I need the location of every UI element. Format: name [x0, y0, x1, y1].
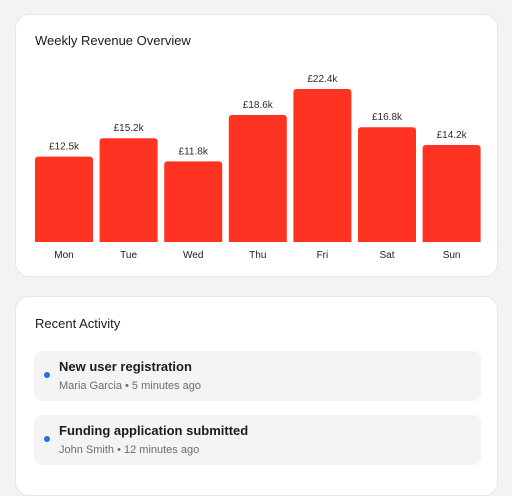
x-tick-label-sun: Sun: [443, 250, 461, 261]
activity-title: Funding application submitted: [59, 423, 249, 438]
bar-sat[interactable]: [358, 127, 416, 246]
activity-item-new-user-registration[interactable]: New user registration Maria Garcia • 5 m…: [34, 351, 481, 401]
bar-sun[interactable]: [422, 145, 481, 246]
bar-value-label-tue: £15.2k: [114, 123, 145, 134]
activity-meta: Maria Garcia • 5 minutes ago: [59, 380, 202, 392]
x-tick-label-tue: Tue: [120, 250, 137, 261]
x-tick-label-thu: Thu: [249, 250, 266, 261]
x-tick-label-sat: Sat: [379, 250, 394, 261]
bar-base-mask: [164, 242, 223, 248]
recent-activity-title: Recent Activity: [35, 316, 121, 331]
activity-item-funding-application[interactable]: Funding application submitted John Smith…: [34, 415, 481, 465]
bar-value-label-fri: £22.4k: [307, 74, 338, 85]
bar-base-mask: [99, 242, 158, 248]
activity-title: New user registration: [59, 359, 192, 374]
weekly-revenue-title: Weekly Revenue Overview: [35, 33, 191, 48]
bar-base-mask: [358, 242, 416, 248]
recent-activity-card: Recent Activity New user registration Ma…: [15, 296, 498, 496]
bar-value-label-thu: £18.6k: [243, 100, 274, 111]
bar-mon[interactable]: [35, 156, 93, 246]
bar-value-label-mon: £12.5k: [49, 142, 80, 153]
bar-base-mask: [422, 242, 481, 248]
bar-fri[interactable]: [293, 89, 352, 246]
weekly-revenue-card: Weekly Revenue Overview £12.5k Mon £15.2k T…: [15, 14, 498, 277]
weekly-revenue-chart: £12.5k Mon £15.2k Tue £11.8k Wed £18.6k Thu £22.…: [35, 74, 481, 261]
x-tick-label-wed: Wed: [183, 250, 203, 261]
x-tick-label-mon: Mon: [54, 250, 73, 261]
unread-dot-icon: [44, 436, 50, 442]
activity-meta: John Smith • 12 minutes ago: [59, 444, 200, 456]
bar-value-label-sat: £16.8k: [372, 112, 403, 123]
bar-base-mask: [228, 242, 287, 248]
unread-dot-icon: [44, 372, 50, 378]
bar-tue[interactable]: [99, 138, 158, 246]
bar-wed[interactable]: [164, 161, 223, 246]
bar-base-mask: [35, 242, 93, 248]
bar-value-label-sun: £14.2k: [437, 130, 468, 141]
bar-value-label-wed: £11.8k: [179, 146, 209, 157]
bar-thu[interactable]: [228, 115, 287, 246]
bar-base-mask: [293, 242, 352, 248]
x-tick-label-fri: Fri: [317, 250, 329, 261]
